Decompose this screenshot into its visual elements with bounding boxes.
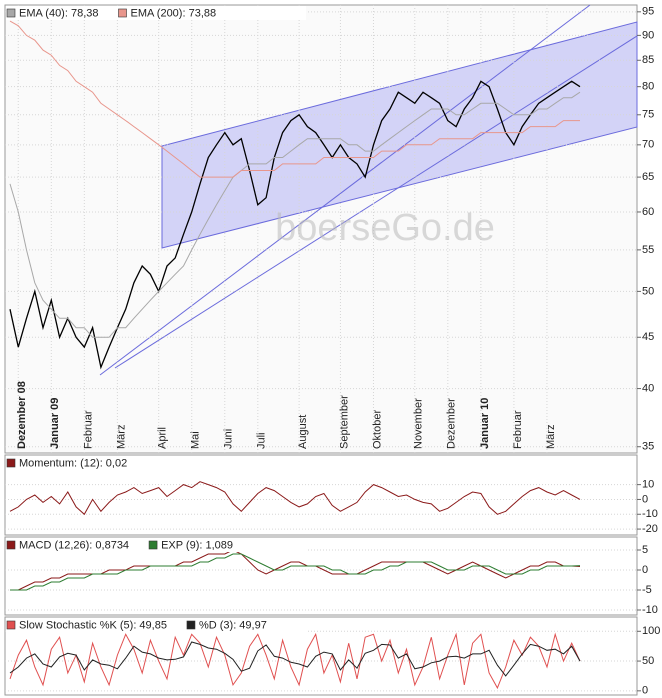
y-tick-label: 80	[642, 81, 654, 93]
x-tick-label: Januar 09	[49, 398, 61, 449]
legend-label: Momentum: (12): 0,02	[19, 457, 127, 469]
y-tick-label: 65	[642, 171, 654, 183]
legend-swatch	[6, 8, 16, 18]
y-tick-label: 60	[642, 206, 654, 218]
x-tick-label: Dezember	[446, 398, 458, 449]
legend-label: EMA (200): 73,88	[131, 7, 217, 19]
x-tick-label: Februar	[82, 410, 94, 449]
series-line	[9, 481, 581, 516]
x-tick-label: August	[297, 415, 309, 449]
y-tick-label: 85	[642, 54, 654, 66]
x-tick-label: Juni	[223, 429, 235, 449]
x-tick-label: September	[338, 395, 350, 449]
legend-swatch	[186, 620, 196, 630]
x-tick-label: Februar	[512, 410, 524, 449]
trend-line	[99, 4, 591, 376]
legend-label: MACD (12,26): 0,8734	[19, 539, 129, 551]
x-tick-label: Juli	[256, 432, 268, 449]
legend-label: Slow Stochastic %K (5): 49,85	[19, 619, 167, 631]
series-line	[9, 80, 581, 370]
y-tick-label: 100	[642, 625, 660, 637]
series-line	[9, 20, 580, 178]
x-tick-label: November	[413, 398, 425, 449]
watermark: boerseGo.de	[275, 207, 495, 249]
y-tick-label: 0	[642, 685, 648, 697]
y-tick-label: 90	[642, 29, 654, 41]
trend-line	[114, 35, 638, 369]
legend-label: EMA (40): 78,38	[19, 7, 99, 19]
channel	[161, 21, 638, 249]
series-line	[10, 553, 581, 591]
y-tick-label: 45	[642, 331, 654, 343]
series-line	[10, 549, 581, 591]
series-line	[9, 91, 581, 338]
legend-swatch	[6, 620, 16, 630]
y-tick-label: 0	[642, 564, 648, 576]
panel	[4, 4, 638, 454]
x-tick-label: März	[545, 425, 557, 449]
y-tick-label: 70	[642, 139, 654, 151]
y-tick-label: 5	[642, 544, 648, 556]
x-tick-label: Dezember 08	[16, 381, 28, 449]
x-tick-label: Mai	[190, 431, 202, 449]
legend-swatch	[148, 540, 158, 550]
y-tick-label: 40	[642, 382, 654, 394]
y-tick-label: 55	[642, 244, 654, 256]
legend-box	[6, 456, 306, 470]
x-tick-label: Januar 10	[479, 398, 491, 449]
legend-swatch	[6, 458, 16, 468]
series-line	[9, 641, 581, 677]
legend-label: EXP (9): 1,089	[161, 539, 233, 551]
y-tick-label: 50	[642, 285, 654, 297]
y-tick-label: -20	[642, 523, 658, 535]
legend-label: %D (3): 49,97	[199, 619, 267, 631]
y-tick-label: -10	[642, 508, 658, 520]
x-tick-label: Oktober	[371, 410, 383, 449]
y-tick-label: 50	[642, 655, 654, 667]
x-tick-label: April	[157, 427, 169, 449]
series-line	[9, 632, 581, 690]
legend-swatch	[6, 540, 16, 550]
trend-channel	[99, 4, 638, 376]
y-tick-label: 95	[642, 6, 654, 18]
y-tick-label: -10	[642, 604, 658, 616]
y-tick-label: 75	[642, 109, 654, 121]
x-tick-label: März	[115, 425, 127, 449]
y-tick-label: -5	[642, 584, 652, 596]
y-tick-label: 0	[642, 493, 648, 505]
legend-box	[6, 6, 306, 20]
y-tick-label: 10	[642, 479, 654, 491]
legend-box	[6, 618, 306, 632]
y-tick-label: 35	[642, 441, 654, 453]
legend-swatch	[118, 8, 127, 18]
